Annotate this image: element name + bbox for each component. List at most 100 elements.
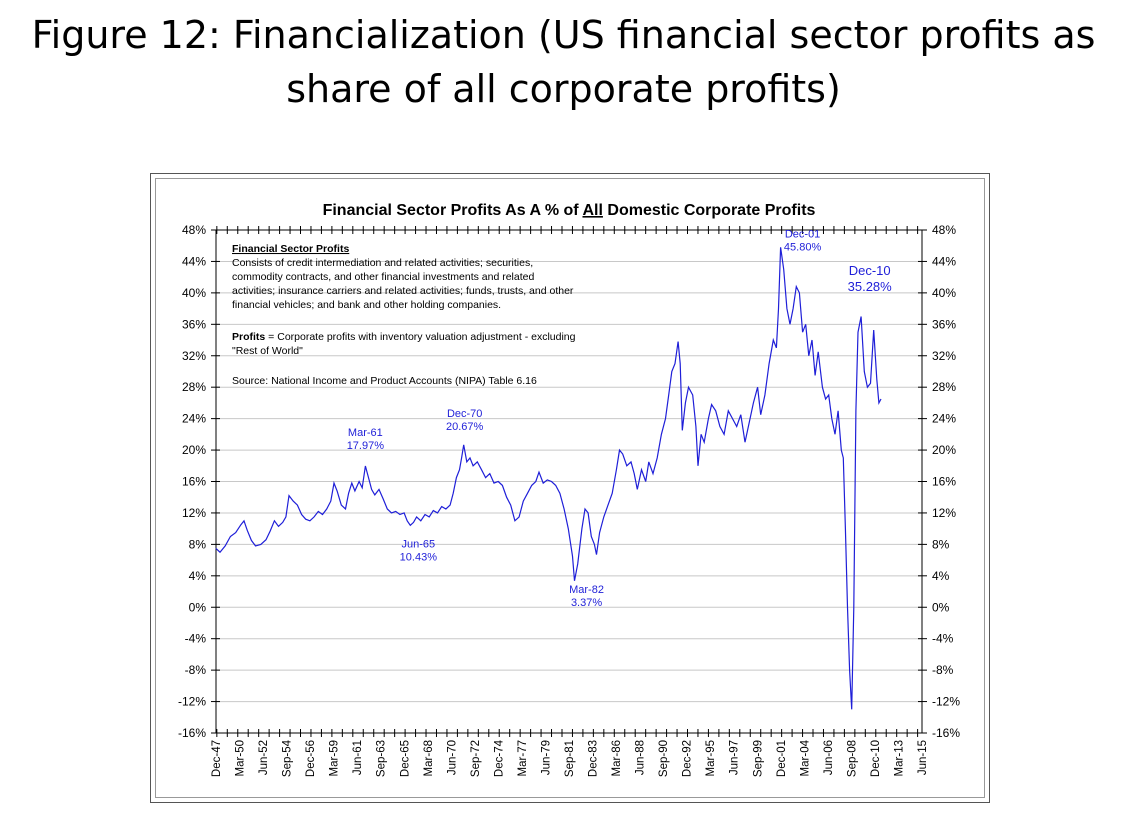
- x-tick-label: Jun-79: [540, 740, 552, 775]
- y-tick-label-right: -4%: [932, 632, 954, 646]
- series-line: [215, 247, 882, 710]
- annotation-value: 45.80%: [784, 241, 822, 253]
- y-tick-label-left: 44%: [182, 254, 206, 268]
- notes-heading: Financial Sector Profits: [232, 243, 349, 255]
- slide-title-line-1: Figure 12: Financialization (US financia…: [31, 13, 1096, 57]
- y-tick-label-left: 16%: [182, 475, 206, 489]
- annotation-date: Dec-70: [447, 408, 482, 420]
- y-tick-label-left: 24%: [182, 412, 206, 426]
- annotation-date: Mar-61: [348, 427, 383, 439]
- y-tick-label-left: 8%: [189, 537, 207, 551]
- x-tick-label: Jun-52: [258, 740, 270, 775]
- x-tick-label: Mar-04: [799, 739, 811, 776]
- notes-source: Source: National Income and Product Acco…: [232, 375, 537, 387]
- annotation-date: Dec-10: [849, 263, 891, 278]
- y-tick-label-left: 0%: [189, 600, 207, 614]
- chart-frame: [150, 173, 990, 803]
- x-tick-label: Dec-10: [870, 740, 882, 777]
- x-tick-label: Mar-13: [893, 740, 905, 776]
- slide-title-line-2: share of all corporate profits): [286, 67, 841, 111]
- y-tick-label-right: 4%: [932, 569, 950, 583]
- x-tick-label: Jun-61: [352, 740, 364, 775]
- x-tick-label: Dec-65: [399, 740, 411, 777]
- x-tick-label: Dec-47: [211, 740, 223, 777]
- x-tick-label: Mar-68: [423, 740, 435, 776]
- annotation-value: 17.97%: [347, 440, 385, 452]
- grid-lines: [216, 229, 922, 734]
- y-tick-label-right: 28%: [932, 380, 956, 394]
- x-tick-label: Mar-77: [517, 740, 529, 776]
- notes-line-2: commodity contracts, and other financial…: [232, 271, 534, 283]
- x-tick-label: Mar-50: [235, 740, 247, 776]
- y-tick-label-left: 12%: [182, 506, 206, 520]
- annotation-date: Jun-65: [402, 538, 436, 550]
- y-tick-label-left: -12%: [178, 695, 206, 709]
- annotation-value: 3.37%: [571, 597, 602, 609]
- y-tick-label-left: -16%: [178, 726, 206, 740]
- axes: 48% 48% 44% 44% 40% 40% 36% 36% 32% 32% 28% 28% 24% 2…: [178, 223, 960, 777]
- x-tick-label: Sep-72: [470, 740, 482, 777]
- y-tick-label-right: 16%: [932, 475, 956, 489]
- annotation-value: 35.28%: [848, 279, 893, 294]
- y-tick-label-right: 20%: [932, 443, 956, 457]
- y-tick-label-right: 24%: [932, 412, 956, 426]
- annotation-value: 20.67%: [446, 421, 484, 433]
- x-tick-label: Sep-81: [564, 740, 576, 777]
- y-tick-label-left: 4%: [189, 569, 207, 583]
- y-tick-label-right: 48%: [932, 223, 956, 237]
- y-tick-label-right: 36%: [932, 317, 956, 331]
- chart-title: Financial Sector Profits As A % of All D…: [323, 202, 816, 219]
- x-tick-label: Mar-59: [329, 740, 341, 776]
- annotation-date: Dec-01: [785, 228, 820, 240]
- y-tick-label-left: -8%: [185, 663, 207, 677]
- y-tick-label-right: 40%: [932, 286, 956, 300]
- x-tick-label: Jun-15: [917, 740, 929, 775]
- x-tick-label: Mar-86: [611, 740, 623, 776]
- y-tick-label-right: -8%: [932, 663, 954, 677]
- annotation-date: Mar-82: [569, 584, 604, 596]
- notes-profits-text: = Corporate profits with inventory valua…: [265, 331, 575, 343]
- x-tick-label: Sep-63: [376, 740, 388, 777]
- y-tick-label-right: 0%: [932, 600, 950, 614]
- x-tick-label: Sep-99: [752, 740, 764, 777]
- y-tick-label-left: 40%: [182, 286, 206, 300]
- chart-title-part-2: All: [582, 202, 602, 219]
- x-tick-label: Jun-97: [729, 740, 741, 775]
- x-tick-label: Dec-01: [776, 740, 788, 777]
- notes-box: Financial Sector Profits Consists of cre…: [232, 243, 576, 387]
- chart-inner-border: [155, 178, 985, 798]
- chart-title-part-1: Financial Sector Profits As A % of: [323, 202, 583, 219]
- notes-profits-line-2: "Rest of World": [232, 345, 303, 357]
- x-tick-label: Jun-88: [635, 740, 647, 775]
- y-tick-label-right: 12%: [932, 506, 956, 520]
- y-tick-label-left: 32%: [182, 349, 206, 363]
- x-tick-label: Sep-90: [658, 740, 670, 777]
- x-tick-label: Dec-92: [682, 740, 694, 777]
- notes-line-1: Consists of credit intermediation and re…: [232, 257, 533, 269]
- x-tick-label: Sep-54: [282, 739, 294, 777]
- y-tick-label-left: -4%: [185, 632, 207, 646]
- x-tick-label: Dec-74: [493, 739, 505, 777]
- series-layer: [215, 247, 882, 710]
- x-tick-label: Sep-08: [846, 740, 858, 777]
- y-tick-label-left: 48%: [182, 223, 206, 237]
- x-tick-label: Mar-95: [705, 740, 717, 776]
- y-tick-label-right: 44%: [932, 254, 956, 268]
- notes-profits-label: Profits: [232, 331, 265, 343]
- y-tick-label-right: 32%: [932, 349, 956, 363]
- notes-line-3: activities; insurance carriers and relat…: [232, 285, 574, 297]
- x-tick-label: Dec-56: [305, 740, 317, 777]
- x-tick-label: Dec-83: [588, 740, 600, 777]
- slide-title: Figure 12: Financialization (US financia…: [0, 8, 1127, 116]
- notes-line-4: financial vehicles; and bank and other h…: [232, 299, 501, 311]
- y-tick-label-left: 28%: [182, 380, 206, 394]
- notes-profits-line-1: Profits = Corporate profits with invento…: [232, 331, 576, 343]
- y-tick-label-right: 8%: [932, 537, 950, 551]
- y-tick-label-right: -16%: [932, 726, 960, 740]
- y-tick-label-right: -12%: [932, 695, 960, 709]
- y-tick-label-left: 20%: [182, 443, 206, 457]
- x-tick-label: Jun-06: [823, 740, 835, 775]
- annotation-value: 10.43%: [400, 551, 438, 563]
